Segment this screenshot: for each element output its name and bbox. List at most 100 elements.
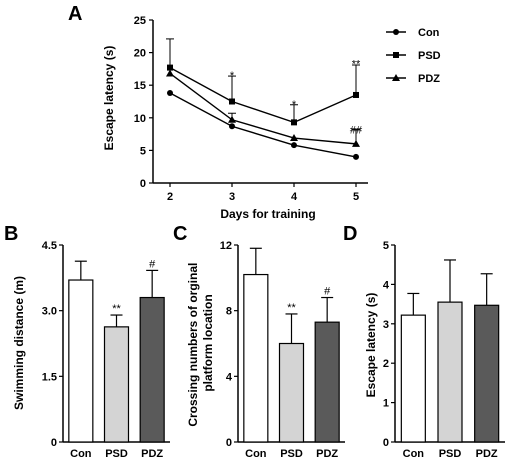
legend-item-con: Con: [386, 27, 440, 39]
chart-b-y-tick-label: 0: [51, 437, 57, 449]
series-con: [167, 90, 359, 160]
chart-a-x-tick-label: 5: [353, 191, 359, 203]
data-point-pdz: [290, 134, 298, 142]
chart-b-x-tick-label-psd: PSD: [105, 448, 128, 460]
data-point-psd: [229, 98, 235, 105]
series-pdz: [166, 69, 360, 147]
chart-b-significance-marker: #: [149, 258, 156, 270]
chart-c-bar-pdz: [314, 321, 340, 443]
chart-d-y-tick-label: 4: [383, 279, 390, 291]
panel-label-b: B: [4, 223, 18, 245]
chart-c-significance-marker: #: [324, 286, 331, 298]
chart-b-y-tick-label: 1.5: [42, 371, 57, 383]
chart-a-x-tick-label: 2: [167, 191, 173, 203]
chart-d-x-tick-label-pdz: PDZ: [476, 448, 498, 460]
chart-c-bar-con: [243, 273, 269, 443]
chart-d-y-tick-label: 3: [383, 319, 389, 331]
legend-label-pdz: PDZ: [418, 73, 440, 85]
panel-label-c: C: [173, 223, 187, 245]
chart-a-x-axis-label: Days for training: [220, 207, 315, 221]
legend-marker-con: [393, 29, 399, 35]
chart-b-x-tick-label-pdz: PDZ: [141, 448, 163, 460]
data-point-con: [167, 90, 173, 97]
chart-a-y-tick-label: 20: [134, 48, 146, 60]
chart-d-bar-pdz: [474, 304, 500, 443]
chart-c-body: 0 4 8 12 Con PSD ** PDZ #: [220, 240, 345, 460]
chart-c-y-tick-label: 8: [226, 306, 232, 318]
chart-b-y-axis-label: Swimming distance (m): [12, 276, 26, 410]
series-line-psd: [169, 66, 357, 124]
chart-c-y-axis-label-line-1: Crossing numbers of orginal: [186, 263, 200, 427]
series-line-con: [169, 92, 357, 158]
data-point-pdz: [228, 115, 236, 123]
legend-label-psd: PSD: [418, 50, 441, 62]
data-point-psd: [167, 64, 173, 71]
chart-a-y-tick-label: 15: [134, 80, 146, 92]
chart-a-x-tick-label: 4: [291, 191, 298, 203]
significance-marker: *: [230, 70, 235, 82]
data-point-pdz: [166, 69, 174, 77]
chart-b-x-tick-label-con: Con: [70, 448, 92, 460]
chart-c-x-tick-label-psd: PSD: [280, 448, 303, 460]
chart-d-x-tick-label-con: Con: [403, 448, 425, 460]
legend-item-psd: PSD: [386, 50, 441, 62]
series-line-pdz: [169, 72, 357, 145]
chart-b-bar-con: [68, 279, 94, 443]
significance-marker: **: [352, 59, 361, 71]
significance-marker: ##: [350, 125, 363, 137]
chart-d-y-tick-label: 5: [383, 240, 389, 252]
legend-item-pdz: PDZ: [386, 73, 440, 85]
significance-marker: *: [292, 99, 297, 111]
data-point-con: [291, 142, 297, 149]
chart-c-bar-psd: [278, 342, 305, 443]
chart-d-bar-con: [400, 314, 426, 443]
chart-a-x-tick-label: 3: [229, 191, 235, 203]
chart-b-swimming-distance-bar: 0 1.5 3.0 4.5 Con PSD ** PDZ # Swimming distance…: [12, 240, 170, 460]
legend-marker-psd: [393, 52, 399, 58]
panel-label-a: A: [68, 3, 82, 25]
chart-b-bar-psd: [103, 326, 130, 443]
chart-a-legend: Con PSD PDZ: [386, 27, 441, 85]
chart-d-bar-psd: [437, 301, 463, 443]
data-point-psd: [353, 91, 359, 98]
chart-c-x-tick-label-con: Con: [245, 448, 267, 460]
chart-c-y-tick-label: 12: [220, 240, 232, 252]
chart-b-bar-pdz: [139, 296, 165, 443]
chart-d-body: 0 1 2 3 4 5 Con PSD PDZ: [383, 240, 505, 460]
chart-a-axes: 0 5 10 15 20 25 2 3 4 5: [134, 15, 368, 203]
data-point-psd: [291, 119, 297, 126]
chart-b-y-tick-label: 4.5: [42, 240, 57, 252]
chart-d-y-axis-label: Escape latency (s): [364, 293, 378, 398]
chart-a-y-tick-label: 0: [140, 178, 146, 190]
chart-c-y-tick-label: 0: [226, 437, 232, 449]
chart-c-y-axis-label: Crossing numbers of orginal platform loc…: [186, 259, 215, 426]
chart-d-y-tick-label: 1: [383, 398, 389, 410]
legend-marker-pdz: [392, 74, 400, 81]
chart-a-y-axis-label: Escape latency (s): [102, 46, 116, 151]
data-point-con: [229, 123, 235, 130]
chart-a-y-tick-label: 5: [140, 145, 146, 157]
chart-a-series: [166, 38, 360, 160]
legend-label-con: Con: [418, 27, 440, 39]
chart-b-body: 0 1.5 3.0 4.5 Con PSD ** PDZ #: [42, 240, 170, 460]
chart-d-y-tick-label: 2: [383, 358, 389, 370]
chart-c-significance-marker: **: [287, 302, 296, 314]
chart-a-annotations: ****##: [230, 59, 363, 137]
data-point-pdz: [352, 139, 360, 147]
chart-d-y-tick-label: 0: [383, 437, 389, 449]
series-psd: [166, 38, 360, 126]
chart-d-x-tick-label-psd: PSD: [439, 448, 462, 460]
chart-a-y-tick-label: 25: [134, 15, 146, 27]
panel-label-d: D: [343, 223, 357, 245]
chart-c-x-tick-label-pdz: PDZ: [316, 448, 338, 460]
chart-c-y-tick-label: 4: [226, 371, 233, 383]
chart-b-significance-marker: **: [112, 303, 121, 315]
chart-c-y-axis-label-line-2: platform location: [201, 294, 215, 391]
chart-a-y-tick-label: 10: [134, 113, 146, 125]
chart-b-y-tick-label: 3.0: [42, 306, 57, 318]
chart-d-escape-latency-bar: 0 1 2 3 4 5 Con PSD PDZ Escape latency (s): [364, 240, 505, 460]
chart-c-crossing-numbers-bar: 0 4 8 12 Con PSD ** PDZ # Crossing numbers of or…: [186, 240, 345, 460]
data-point-con: [353, 153, 359, 160]
